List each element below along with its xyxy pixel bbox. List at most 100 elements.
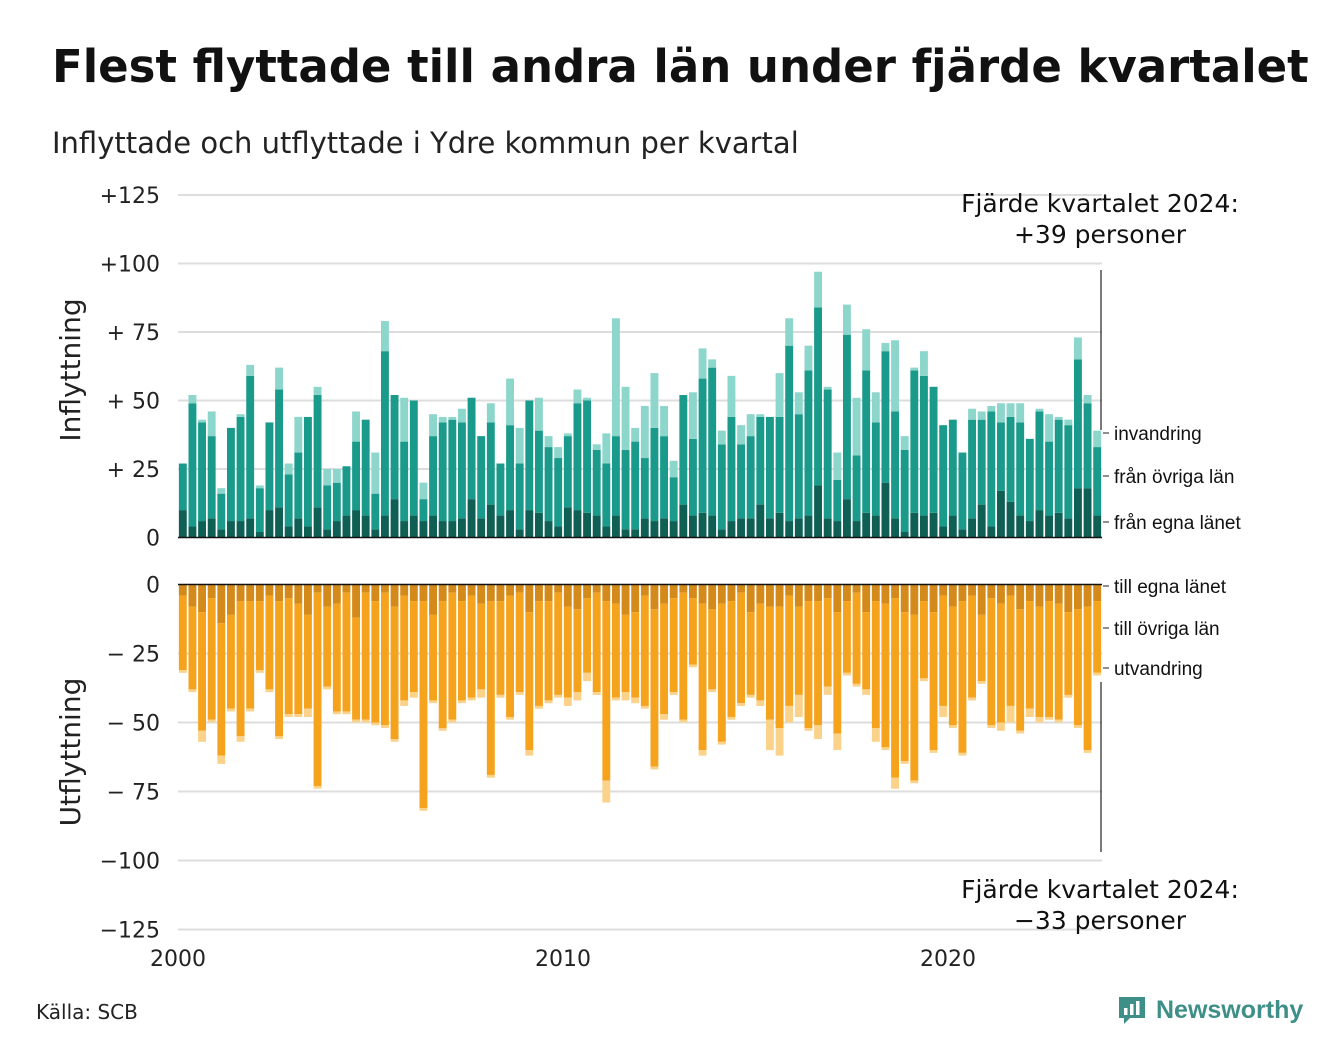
bar-utflyttning-ovriga [891,598,900,778]
bar-inflyttning-invandring [1035,408,1044,412]
bar-inflyttning-ovriga [948,419,957,516]
bar-inflyttning-ovriga [419,499,428,522]
bar-inflyttning-ovriga [929,386,938,513]
bar-inflyttning-invandring [246,364,255,376]
bar-utflyttning-utvandring [342,711,351,715]
bar-inflyttning-ovriga [284,474,293,527]
bar-inflyttning-egna [583,512,592,538]
bar-utflyttning-ovriga [650,609,659,767]
y-tick-label-bottom: − 25 [107,643,160,668]
bar-inflyttning-egna [198,521,207,538]
bar-inflyttning-egna [640,518,649,538]
bar-inflyttning-ovriga [746,436,755,519]
bar-utflyttning-egna [496,584,505,602]
bar-inflyttning-ovriga [996,422,1005,491]
bar-utflyttning-utvandring [823,686,832,695]
bar-inflyttning-egna [284,526,293,538]
bar-utflyttning-egna [294,584,303,604]
bar-inflyttning-invandring [717,430,726,445]
bar-inflyttning-egna [496,515,505,538]
bar-inflyttning-egna [919,515,928,538]
bar-utflyttning-egna [275,584,284,602]
bar-inflyttning-invandring [891,340,900,412]
bar-utflyttning-ovriga [563,606,572,698]
bar-inflyttning-egna [515,529,524,538]
bar-inflyttning-egna [1093,515,1102,538]
bar-utflyttning-ovriga [823,598,832,687]
bar-utflyttning-utvandring [756,700,765,706]
bar-utflyttning-ovriga [380,592,389,726]
bar-utflyttning-egna [1035,584,1044,607]
bar-inflyttning-egna [255,532,264,538]
bar-utflyttning-utvandring [833,733,842,751]
bar-inflyttning-ovriga [900,449,909,533]
chart-subtitle: Inflyttade och utflyttade i Ydre kommun … [52,126,799,160]
bar-inflyttning-ovriga [679,395,688,505]
bar-utflyttning-egna [977,584,986,615]
bar-utflyttning-ovriga [765,606,774,720]
bar-utflyttning-utvandring [746,694,755,698]
bar-utflyttning-ovriga [996,603,1005,723]
bar-inflyttning-egna [814,485,823,538]
bar-inflyttning-ovriga [332,482,341,522]
bar-inflyttning-egna [842,499,851,538]
bar-utflyttning-utvandring [236,736,245,742]
bar-utflyttning-ovriga [1006,595,1015,706]
bar-utflyttning-utvandring [198,730,207,742]
bar-inflyttning-ovriga [958,452,967,530]
bar-inflyttning-egna [948,515,957,538]
bar-inflyttning-ovriga [640,458,649,519]
bar-utflyttning-ovriga [939,595,948,706]
bar-utflyttning-utvandring [708,689,717,693]
bar-utflyttning-ovriga [313,592,322,786]
bar-utflyttning-egna [400,584,409,596]
bar-inflyttning-ovriga [486,422,495,505]
bar-utflyttning-ovriga [679,592,688,720]
bar-utflyttning-utvandring [246,708,255,712]
bar-utflyttning-egna [207,584,216,599]
bar-inflyttning-ovriga [1054,419,1063,513]
bar-inflyttning-ovriga [708,367,717,516]
bar-utflyttning-utvandring [400,700,409,706]
bar-inflyttning-ovriga [785,345,794,522]
bar-utflyttning-utvandring [371,722,380,726]
bar-utflyttning-ovriga [621,614,630,693]
bar-utflyttning-ovriga [987,598,996,726]
bar-utflyttning-ovriga [977,614,986,682]
x-tick-label: 2000 [150,947,206,972]
bar-inflyttning-ovriga [429,436,438,516]
bar-inflyttning-ovriga [756,416,765,505]
bar-inflyttning-ovriga [188,403,197,527]
bar-utflyttning-utvandring [765,719,774,751]
legend-label-top: från övriga län [1114,467,1234,488]
bar-inflyttning-ovriga [717,444,726,530]
bar-utflyttning-ovriga [669,598,678,693]
bar-utflyttning-egna [640,584,649,596]
bar-inflyttning-egna [881,482,890,538]
bar-utflyttning-egna [737,584,746,593]
y-tick-label-bottom: −125 [100,919,160,944]
bar-utflyttning-utvandring [891,777,900,789]
bar-inflyttning-invandring [621,386,630,450]
bar-inflyttning-invandring [602,433,611,464]
bar-inflyttning-invandring [592,444,601,450]
bar-inflyttning-egna [236,521,245,538]
bar-utflyttning-ovriga [332,603,341,712]
bar-inflyttning-egna [1054,512,1063,538]
bar-utflyttning-ovriga [1093,601,1102,673]
bar-inflyttning-egna [1006,501,1015,538]
bar-utflyttning-utvandring [188,689,197,693]
bar-utflyttning-egna [361,584,370,593]
bar-inflyttning-egna [294,518,303,538]
bar-inflyttning-ovriga [207,436,216,519]
bar-utflyttning-utvandring [361,719,370,723]
bar-inflyttning-egna [756,504,765,538]
bar-utflyttning-egna [968,584,977,596]
bar-utflyttning-ovriga [515,592,524,693]
bar-utflyttning-egna [669,584,678,599]
bar-utflyttning-utvandring [506,716,515,720]
bar-utflyttning-ovriga [178,595,187,671]
bar-inflyttning-egna [679,504,688,538]
bar-inflyttning-egna [409,515,418,538]
